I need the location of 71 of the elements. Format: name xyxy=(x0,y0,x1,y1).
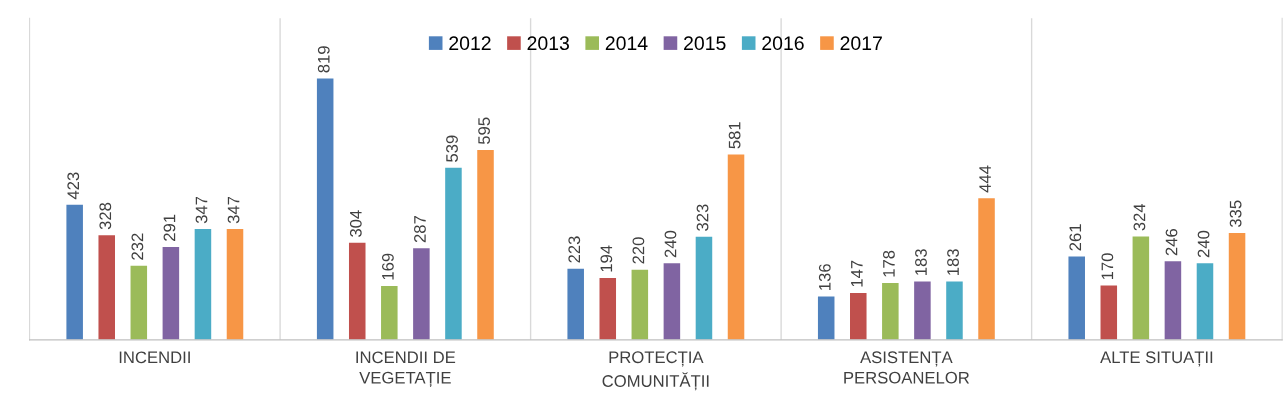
bar xyxy=(1228,232,1246,340)
data-label: 136 xyxy=(818,264,831,290)
data-label: 539 xyxy=(446,135,458,162)
bar xyxy=(130,265,148,340)
data-label: 183 xyxy=(947,249,959,275)
bar xyxy=(599,277,617,340)
legend-label: 2017 xyxy=(840,36,882,51)
bar xyxy=(1164,261,1182,340)
bar xyxy=(817,296,835,340)
bar xyxy=(567,268,584,340)
legend-label: 2014 xyxy=(605,36,648,51)
x-tick-label: ALTE SITUAȚII xyxy=(1100,351,1213,367)
legend-label: 2015 xyxy=(684,36,726,51)
data-label: 304 xyxy=(349,210,362,237)
bar xyxy=(631,269,649,340)
data-label: 232 xyxy=(131,233,144,260)
data-label: 170 xyxy=(1101,253,1114,280)
bar xyxy=(1100,285,1118,340)
bar xyxy=(695,236,713,340)
data-label: 444 xyxy=(979,165,991,193)
bar xyxy=(445,167,462,340)
data-label: 291 xyxy=(163,214,176,241)
data-label: 220 xyxy=(632,237,645,264)
bar xyxy=(194,229,212,340)
data-label: 147 xyxy=(851,260,863,287)
bar xyxy=(162,246,180,340)
legend-label: 2016 xyxy=(762,36,804,51)
bar xyxy=(850,292,867,340)
bar xyxy=(477,149,494,340)
bar xyxy=(946,281,963,340)
bar xyxy=(1196,263,1214,340)
data-label: 581 xyxy=(728,122,741,149)
bar xyxy=(348,242,366,340)
bar xyxy=(316,78,334,340)
bar xyxy=(914,281,931,340)
data-label: 335 xyxy=(1229,200,1242,228)
bar xyxy=(413,248,430,340)
bar xyxy=(98,235,115,340)
bar xyxy=(978,198,995,340)
data-label: 287 xyxy=(414,216,426,243)
data-label: 261 xyxy=(1069,224,1082,251)
x-tick-label: INCENDII DE VEGETAȚIE xyxy=(356,351,456,387)
bar xyxy=(663,263,681,340)
data-label: 178 xyxy=(883,250,895,277)
x-tick-label: ASISTENȚA PERSOANELOR xyxy=(844,351,970,384)
data-label: 240 xyxy=(1197,230,1210,258)
data-label: 347 xyxy=(195,196,208,224)
data-label: 246 xyxy=(1165,229,1178,256)
bar xyxy=(882,283,899,340)
bar xyxy=(226,229,244,340)
data-label: 324 xyxy=(1133,203,1146,231)
bar xyxy=(1132,236,1150,340)
data-label: 328 xyxy=(99,202,112,230)
data-label: 183 xyxy=(915,249,927,275)
bar xyxy=(727,154,745,340)
data-label: 595 xyxy=(478,117,490,145)
bar xyxy=(381,285,398,340)
legend-label: 2013 xyxy=(527,36,569,51)
data-label: 223 xyxy=(568,236,581,263)
data-label: 323 xyxy=(696,204,709,231)
bar xyxy=(1068,256,1085,340)
data-label: 169 xyxy=(381,253,394,280)
data-label: 194 xyxy=(600,245,613,272)
data-label: 347 xyxy=(227,196,240,224)
bar xyxy=(66,204,83,340)
data-label: 819 xyxy=(317,46,330,73)
x-tick-label: INCENDII xyxy=(119,351,190,364)
data-label: 240 xyxy=(664,230,677,258)
legend-label: 2012 xyxy=(449,36,491,51)
data-label: 423 xyxy=(67,172,80,200)
x-tick-label: PROTECȚIA COMUNITĂȚII xyxy=(602,351,709,391)
